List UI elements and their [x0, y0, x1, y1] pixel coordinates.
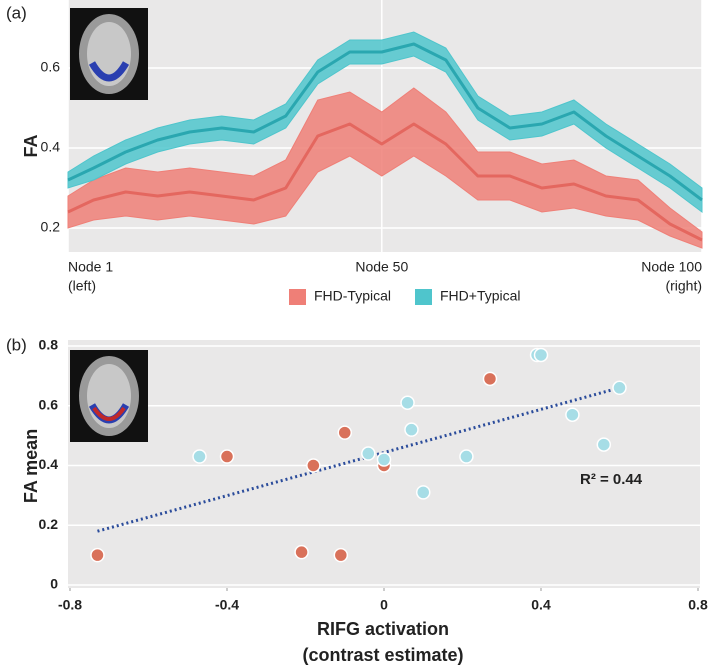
- data-point: [482, 371, 498, 387]
- data-point: [361, 446, 376, 461]
- data-point: [294, 544, 309, 560]
- mean-line: [67, 42, 703, 202]
- x-tick-label: -0.8: [58, 597, 82, 613]
- x-tick-label: Node 1: [68, 259, 113, 275]
- data-point: [400, 395, 415, 410]
- x-tick-label: (right): [665, 278, 702, 294]
- y-axis-label: FA mean: [21, 429, 41, 503]
- data-point: [612, 380, 627, 396]
- y-tick-label: 0.6: [41, 59, 61, 75]
- data-point: [459, 449, 474, 464]
- panel-a: 0.2 0.4 0.6 Node 1 (left) Node 50 Node 100 (rig…: [41, 0, 703, 305]
- x-tick-label: 0: [380, 597, 388, 613]
- y-tick-label: 0: [50, 576, 58, 592]
- legend-label: FHD-Typical: [314, 288, 391, 304]
- legend-swatch: [415, 289, 432, 305]
- y-tick-label: 0.4: [41, 139, 61, 155]
- annotation: R² = 0.44: [580, 471, 643, 488]
- y-tick-label: 0.4: [39, 456, 59, 472]
- x-axis-label: RIFG activation: [317, 619, 449, 639]
- data-point: [90, 547, 105, 563]
- data-point: [333, 547, 349, 563]
- panel-b: 0 0.2 0.4 0.6 0.8 -0.8 -0.4 0 0.4 0.8 R² = 0.44: [39, 337, 708, 613]
- x-tick-label: Node 50: [355, 259, 408, 275]
- x-tick-label: -0.4: [215, 597, 239, 613]
- data-point: [192, 449, 207, 464]
- data-point: [533, 347, 549, 363]
- y-axis-label: FA: [21, 134, 41, 157]
- data-point: [404, 422, 419, 437]
- data-point: [565, 407, 580, 422]
- confidence-band: [67, 31, 703, 213]
- y-tick-label: 0.8: [39, 337, 59, 353]
- x-tick-label: (left): [68, 278, 96, 294]
- brain-inset: [88, 61, 130, 82]
- x-axis-label: (contrast estimate): [302, 645, 463, 665]
- data-point: [219, 449, 235, 464]
- legend-swatch: [289, 289, 306, 305]
- data-point: [596, 437, 612, 452]
- data-point: [337, 425, 352, 440]
- data-point: [416, 485, 431, 500]
- panel-label: (a): [6, 3, 27, 22]
- legend-label: FHD+Typical: [440, 288, 521, 304]
- panel-label: (b): [6, 335, 27, 354]
- y-tick-label: 0.2: [41, 219, 61, 235]
- brain-inset: [92, 406, 126, 421]
- x-tick-label: 0.8: [688, 597, 708, 613]
- x-tick-label: Node 100: [641, 259, 702, 275]
- y-tick-label: 0.6: [39, 396, 59, 412]
- trend-line: [97, 386, 620, 533]
- y-tick-label: 0.2: [39, 516, 59, 532]
- x-tick-label: 0.4: [531, 597, 551, 613]
- data-point: [306, 458, 321, 473]
- data-point: [376, 452, 392, 467]
- mean-line: [67, 122, 703, 242]
- confidence-band: [67, 87, 703, 249]
